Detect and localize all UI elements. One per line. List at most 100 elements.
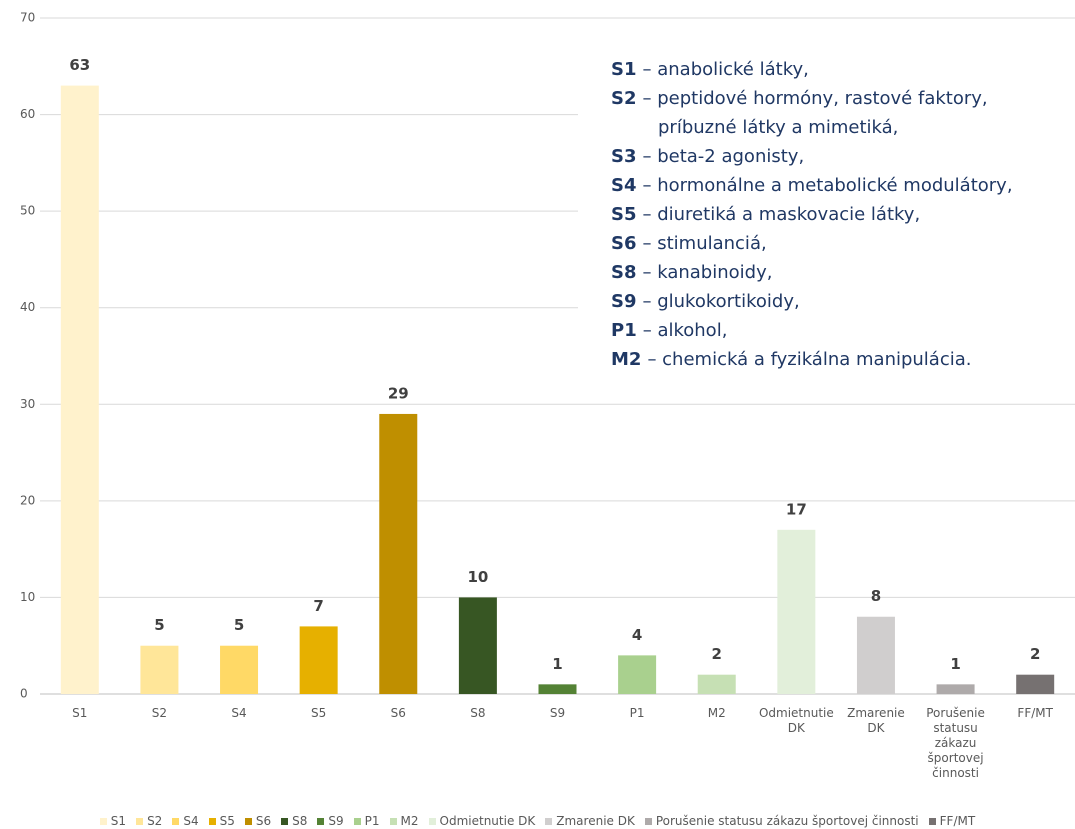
y-tick-label: 60	[20, 107, 35, 121]
legend-swatch	[545, 818, 553, 825]
x-tick-label: FF/MT	[1017, 706, 1053, 720]
legend-item: S9	[317, 814, 344, 828]
legend-swatch	[244, 818, 252, 825]
annotation: S1 – anabolické látky,	[611, 59, 809, 80]
legend-label: S8	[292, 814, 308, 828]
data-label: 63	[69, 56, 90, 74]
data-label: 17	[786, 500, 807, 518]
annotation-text: – peptidové hormóny, rastové faktory,	[643, 88, 988, 109]
legend-item: P1	[353, 814, 380, 828]
annotation-code: S5	[611, 204, 637, 225]
bar	[697, 674, 736, 694]
annotation-background	[578, 50, 1075, 380]
annotation: S6 – stimulanciá,	[611, 233, 767, 254]
y-tick-label: 0	[20, 687, 28, 701]
bar	[538, 684, 577, 694]
legend-swatch	[136, 818, 144, 825]
annotation-text: – chemická a fyzikálna manipulácia.	[647, 349, 971, 370]
bar	[856, 616, 895, 694]
legend-label: S9	[328, 814, 344, 828]
x-tick-label: S4	[231, 706, 247, 720]
legend-label: FF/MT	[939, 814, 976, 828]
annotation: S8 – kanabinoidy,	[611, 262, 772, 283]
bar	[379, 413, 418, 694]
legend-item: S1	[99, 814, 126, 828]
annotation-text: – alkohol,	[643, 320, 728, 341]
legend-item: S8	[281, 814, 307, 828]
data-label: 5	[234, 616, 244, 634]
annotation-text: – beta-2 agonisty,	[643, 146, 805, 167]
annotation-code: S1	[611, 59, 637, 80]
data-label: 29	[388, 384, 409, 402]
annotation-code: S2	[611, 88, 637, 109]
legend-swatch	[208, 818, 216, 825]
y-tick-label: 70	[20, 11, 35, 25]
legend-item: S6	[244, 814, 271, 828]
legend-item: M2	[389, 814, 419, 828]
legend-swatch	[172, 818, 180, 825]
y-tick-label: 30	[20, 397, 35, 411]
bar	[140, 645, 179, 694]
bar	[458, 597, 497, 694]
legend-swatch	[99, 818, 107, 825]
x-tick-label: M2	[707, 706, 726, 720]
annotation: P1 – alkohol,	[611, 320, 727, 341]
legend-swatch	[389, 818, 397, 825]
x-tick-label: Odmietnutie DK	[758, 706, 834, 735]
annotation: S9 – glukokortikoidy,	[611, 291, 800, 312]
x-tick-label: P1	[629, 706, 645, 720]
bar	[618, 655, 657, 694]
y-tick-label: 20	[20, 493, 35, 507]
x-tick-label: S8	[470, 706, 486, 720]
bar	[299, 626, 338, 694]
legend-item: Zmarenie DK	[545, 814, 635, 828]
annotation-code: S6	[611, 233, 637, 254]
legend-item: FF/MT	[928, 814, 976, 828]
y-tick-label: 50	[20, 204, 35, 218]
legend-label: P1	[364, 814, 380, 828]
annotation: S5 – diuretiká a maskovacie látky,	[611, 204, 920, 225]
data-label: 10	[467, 568, 488, 586]
legend-label: Odmietnutie DK	[439, 814, 536, 828]
annotation-continuation: príbuzné látky a mimetiká,	[658, 117, 898, 138]
y-tick-label: 40	[20, 300, 35, 314]
annotation-text: – hormonálne a metabolické modulátory,	[643, 175, 1013, 196]
bar	[220, 645, 259, 694]
legend: S1 S2 S4 S5 S6 S8 S9 P1 M2 Odmietnutie DK Zmarenie…	[0, 814, 1075, 828]
legend-swatch	[353, 818, 361, 825]
x-tick-label: S9	[549, 706, 566, 720]
data-label: 2	[1030, 645, 1040, 663]
legend-item: S5	[208, 814, 235, 828]
data-label: 1	[950, 655, 960, 673]
x-tick-label: Porušenie statusu zákazu športovej činno…	[926, 706, 985, 780]
x-tick-label: S1	[72, 706, 88, 720]
annotation: S3 – beta-2 agonisty,	[611, 146, 804, 167]
x-tick-label: S2	[151, 706, 168, 720]
legend-swatch	[281, 818, 289, 825]
annotation-text: – glukokortikoidy,	[643, 291, 800, 312]
annotation-code: S8	[611, 262, 637, 283]
annotation-code: M2	[611, 349, 641, 370]
data-label: 5	[154, 616, 164, 634]
annotation-text: – stimulanciá,	[643, 233, 767, 254]
legend-item: Porušenie statusu zákazu športovej činno…	[644, 814, 919, 828]
bar	[60, 85, 99, 695]
annotation: S4 – hormonálne a metabolické modulátory,	[611, 175, 1013, 196]
annotation-code: S4	[611, 175, 637, 196]
legend-swatch	[317, 818, 325, 825]
annotation: M2 – chemická a fyzikálna manipulácia.	[611, 349, 972, 370]
legend-label: Porušenie statusu zákazu športovej činno…	[655, 814, 919, 828]
data-label: 7	[313, 597, 323, 615]
legend-label: S2	[147, 814, 163, 828]
legend-label: S4	[183, 814, 199, 828]
x-tick-label: S6	[390, 706, 406, 720]
legend-item: S4	[172, 814, 199, 828]
x-tick-label: Zmarenie DK	[847, 706, 905, 735]
data-label: 2	[712, 645, 722, 663]
annotation-text: – kanabinoidy,	[643, 262, 773, 283]
legend-label: S5	[219, 814, 235, 828]
x-tick-label: S5	[311, 706, 327, 720]
data-label: 1	[552, 655, 562, 673]
bar	[1016, 674, 1055, 694]
